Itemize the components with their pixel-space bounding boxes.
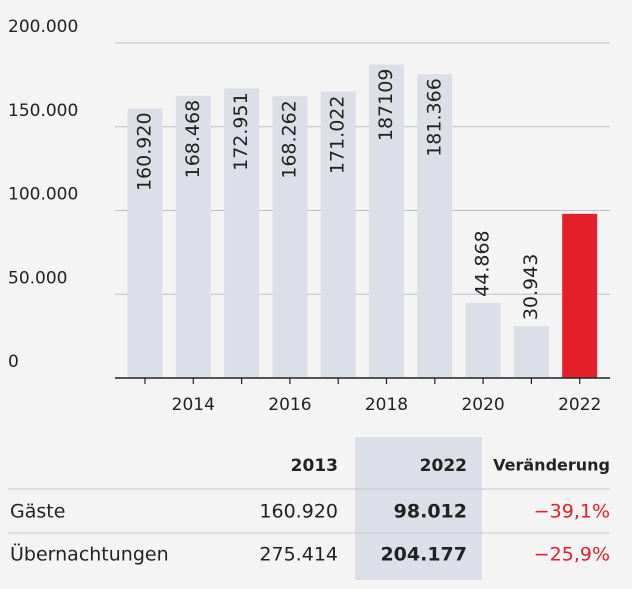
row-label: Gäste <box>10 501 65 523</box>
y-tick-label: 0 <box>8 352 19 372</box>
x-tick-label: 2022 <box>558 395 601 415</box>
column-header: 2013 <box>291 456 338 476</box>
cell: 204.177 <box>380 544 467 566</box>
x-tick-label: 2016 <box>268 395 311 415</box>
value-label: 44.868 <box>472 230 494 296</box>
row-label: Übernachtungen <box>10 543 169 566</box>
bar <box>513 326 549 378</box>
value-label: 181.366 <box>423 78 445 157</box>
bar <box>127 108 163 379</box>
value-label: 172.951 <box>230 92 252 171</box>
cell: 275.414 <box>259 544 338 566</box>
bar <box>272 96 308 379</box>
y-tick-label: 50.000 <box>8 268 67 288</box>
y-tick-label: 200.000 <box>8 17 78 37</box>
bar <box>175 95 211 378</box>
value-label: 30.943 <box>520 254 542 320</box>
value-label: 168.468 <box>182 100 204 179</box>
x-tick-label: 2020 <box>461 395 504 415</box>
x-tick-label: 2018 <box>365 395 408 415</box>
y-tick-label: 100.000 <box>8 185 78 205</box>
value-label: 98.012 <box>568 218 590 291</box>
column-header: Veränderung <box>493 456 610 475</box>
x-tick-label: 2014 <box>172 395 215 415</box>
value-label: 168.262 <box>278 100 300 179</box>
value-label: 171.022 <box>327 96 349 175</box>
cell: −39,1% <box>534 501 610 523</box>
bar <box>417 74 453 379</box>
value-label: 160.920 <box>134 112 156 191</box>
bar <box>320 91 356 378</box>
bar <box>224 88 260 379</box>
y-tick-label: 150.000 <box>8 101 78 121</box>
bar <box>562 213 598 378</box>
cell: 98.012 <box>394 501 467 523</box>
highlight-column <box>355 437 482 580</box>
value-label: 187109 <box>375 69 397 142</box>
bar <box>369 64 404 379</box>
cell: 160.920 <box>259 501 338 523</box>
column-header: 2022 <box>420 456 467 476</box>
cell: −25,9% <box>534 544 610 566</box>
bar <box>465 302 501 378</box>
